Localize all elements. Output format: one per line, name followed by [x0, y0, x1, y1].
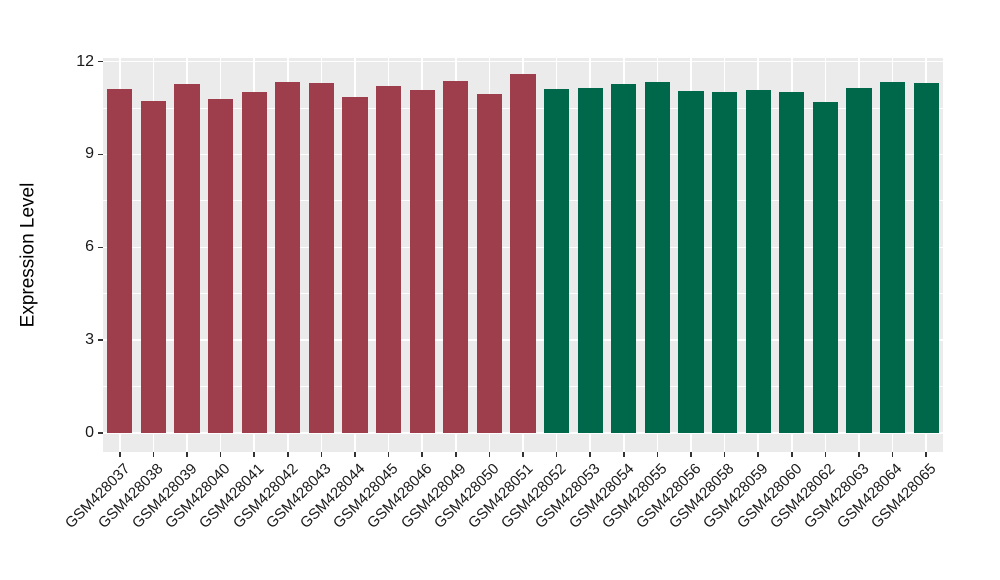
x-axis-tick — [522, 452, 524, 457]
y-tick-label: 0 — [85, 423, 94, 441]
y-axis-tick — [98, 432, 103, 434]
bar-GSM428046 — [409, 90, 435, 433]
bar-GSM428063 — [846, 88, 872, 433]
y-tick-label: 9 — [85, 145, 94, 163]
x-axis-tick — [387, 452, 390, 457]
x-axis-tick — [320, 452, 323, 457]
bar-GSM428044 — [342, 96, 368, 433]
bar-GSM428065 — [913, 83, 939, 433]
bar-GSM428059 — [745, 89, 771, 433]
x-axis-tick — [723, 452, 726, 457]
x-axis-tick — [690, 452, 692, 457]
x-axis-tick — [488, 452, 491, 457]
x-axis-tick — [791, 452, 793, 457]
y-tick-label: 6 — [85, 238, 94, 256]
x-axis-tick — [925, 452, 927, 457]
x-axis-tick — [253, 452, 255, 457]
x-axis-tick — [589, 452, 591, 457]
bar-GSM428056 — [678, 91, 704, 433]
y-axis-title-text: Expression Level — [17, 182, 39, 328]
bar-GSM428038 — [140, 100, 166, 433]
x-axis-tick — [287, 452, 289, 457]
bar-GSM428064 — [880, 81, 906, 433]
y-axis-tick — [98, 60, 103, 63]
bar-GSM428051 — [510, 74, 536, 433]
y-tick-label: 12 — [76, 52, 94, 70]
x-axis-tick — [858, 452, 860, 457]
x-axis-tick — [219, 452, 222, 457]
x-axis-tick — [119, 452, 121, 457]
x-axis-tick — [757, 452, 759, 457]
x-axis-tick — [656, 452, 659, 457]
bar-GSM428037 — [107, 89, 133, 433]
plot-panel — [103, 58, 943, 452]
bar-GSM428049 — [443, 81, 469, 433]
y-axis-tick — [98, 339, 103, 341]
bar-GSM428055 — [644, 82, 670, 433]
bar-GSM428042 — [275, 81, 301, 433]
x-axis-tick — [891, 452, 894, 457]
x-axis-tick — [623, 452, 625, 457]
x-axis-tick — [455, 452, 457, 457]
bar-GSM428039 — [174, 83, 200, 433]
x-axis-tick — [354, 452, 356, 457]
bar-GSM428060 — [779, 92, 805, 433]
bar-GSM428050 — [476, 94, 502, 433]
bar-GSM428053 — [577, 87, 603, 433]
bar-GSM428040 — [208, 99, 234, 433]
x-axis-tick — [421, 452, 423, 457]
x-axis-tick — [555, 452, 558, 457]
bar-GSM428043 — [308, 83, 334, 433]
bar-GSM428041 — [241, 91, 267, 433]
bar-GSM428045 — [376, 85, 402, 433]
x-axis-tick — [152, 452, 155, 457]
bar-GSM428058 — [712, 92, 738, 433]
y-tick-label: 3 — [85, 331, 94, 349]
bar-GSM428052 — [544, 89, 570, 433]
y-axis-title: Expression Level — [0, 58, 56, 452]
bar-GSM428062 — [812, 101, 838, 433]
bar-GSM428054 — [611, 84, 637, 433]
y-axis-tick — [98, 246, 103, 249]
x-axis-tick — [186, 452, 188, 457]
y-axis-tick — [98, 153, 103, 156]
x-axis-tick — [824, 452, 827, 457]
